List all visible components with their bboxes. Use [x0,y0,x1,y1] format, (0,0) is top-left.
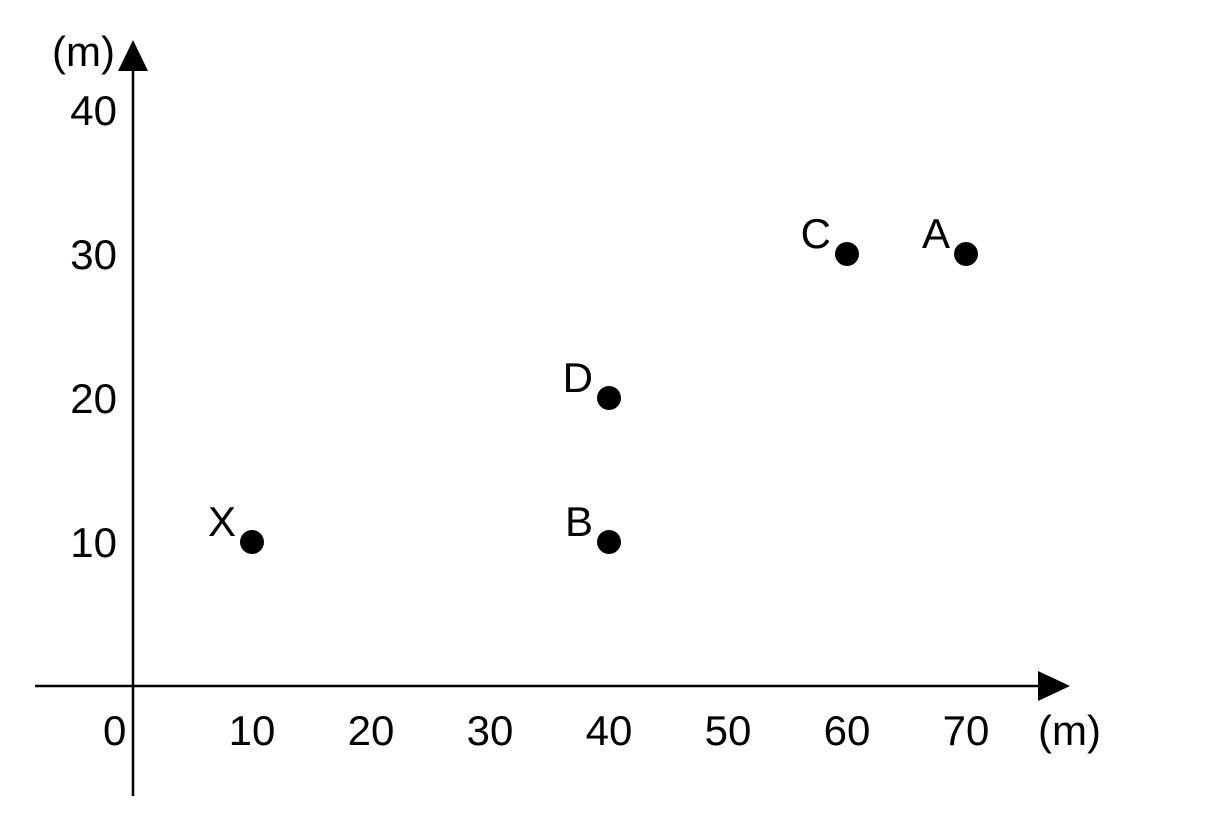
y-axis-arrow [118,40,148,71]
x-axis-unit-label: (m) [1038,707,1101,754]
point-d-label: D [563,354,593,401]
x-tick-label: 70 [943,707,990,754]
y-tick-label: 30 [70,231,117,278]
data-points: X B D C A [208,210,978,554]
point-x-label: X [208,498,236,545]
y-tick-labels: 10 20 30 40 [70,87,117,566]
y-tick-label: 10 [70,519,117,566]
x-axis-arrow [1038,671,1070,701]
x-tick-label: 30 [467,707,514,754]
point-a-marker [954,242,978,266]
point-b-label: B [565,498,593,545]
x-tick-label: 10 [229,707,276,754]
x-tick-labels: 10 20 30 40 50 60 70 [229,707,990,754]
point-a-label: A [922,210,950,257]
x-tick-label: 60 [824,707,871,754]
point-c-label: C [801,210,831,257]
x-tick-label: 50 [705,707,752,754]
y-axis-unit-label: (m) [52,28,115,75]
point-c-marker [835,242,859,266]
origin-label: 0 [103,707,126,754]
point-b-marker [597,530,621,554]
point-d-marker [597,386,621,410]
point-x-marker [240,530,264,554]
x-tick-label: 40 [586,707,633,754]
y-tick-label: 20 [70,375,117,422]
y-tick-label: 40 [70,87,117,134]
x-tick-label: 20 [348,707,395,754]
